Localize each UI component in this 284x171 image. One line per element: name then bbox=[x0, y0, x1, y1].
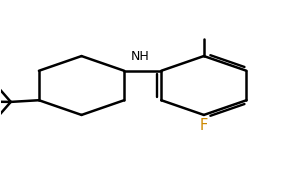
Text: NH: NH bbox=[131, 50, 149, 63]
Text: F: F bbox=[200, 117, 208, 133]
